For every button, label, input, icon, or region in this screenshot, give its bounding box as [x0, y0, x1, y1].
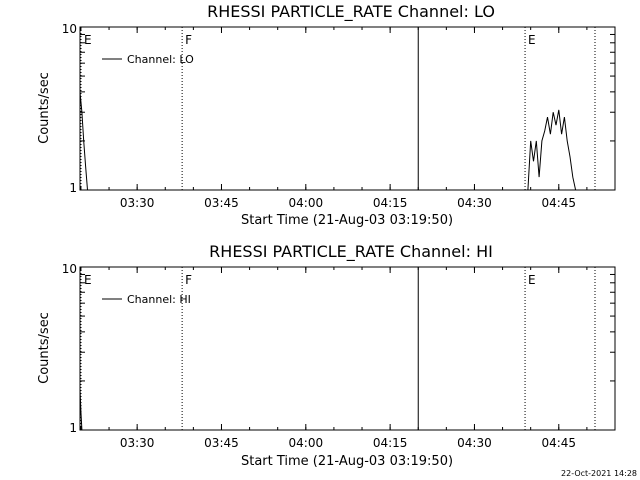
legend: Channel: HI [102, 293, 191, 306]
x-tick-label: 03:45 [204, 436, 239, 450]
chart-panel-lo: RHESSI PARTICLE_RATE Channel: LO 10 1 Co… [37, 2, 616, 228]
y-axis-label: Counts/sec [37, 72, 52, 144]
marker-label: E [84, 33, 92, 47]
x-tick-label: 03:30 [120, 196, 155, 210]
y-minor-tick-group [80, 273, 615, 382]
y-tick-label: 1 [69, 181, 77, 195]
y-axis-label: Counts/sec [37, 312, 52, 384]
y-tick-label: 10 [62, 22, 77, 36]
series-line [527, 109, 577, 191]
x-axis-label: Start Time (21-Aug-03 03:19:50) [241, 213, 453, 228]
x-tick-label: 03:30 [120, 436, 155, 450]
x-tick-label: 04:00 [289, 436, 324, 450]
marker-label: E [528, 33, 536, 47]
x-tick-label: 04:30 [457, 196, 492, 210]
x-tick-label: 04:30 [457, 436, 492, 450]
x-tick-label: 04:15 [373, 436, 408, 450]
x-tick-group: 03:30 03:45 04:00 04:15 04:30 04:45 [80, 27, 616, 210]
series-group [79, 388, 83, 431]
series-group [79, 91, 577, 191]
marker-label: E [528, 273, 536, 287]
chart-title: RHESSI PARTICLE_RATE Channel: HI [209, 242, 493, 262]
legend-entry: Channel: LO [127, 53, 194, 66]
footer-timestamp: 22-Oct-2021 14:28 [561, 469, 637, 478]
y-tick-label: 1 [69, 421, 77, 435]
x-tick-group: 03:30 03:45 04:00 04:15 04:30 04:45 [80, 267, 616, 450]
chart-panel-hi: RHESSI PARTICLE_RATE Channel: HI 10 1 Co… [37, 242, 616, 469]
x-tick-label: 04:00 [289, 196, 324, 210]
x-tick-label: 04:45 [541, 436, 576, 450]
series-line [79, 91, 88, 191]
plot-frame [79, 26, 616, 191]
legend: Channel: LO [102, 53, 194, 66]
x-tick-label: 04:15 [373, 196, 408, 210]
chart-title: RHESSI PARTICLE_RATE Channel: LO [207, 2, 495, 22]
y-minor-tick-group [80, 33, 615, 142]
series-line [79, 388, 83, 431]
legend-entry: Channel: HI [127, 293, 191, 306]
x-tick-label: 03:45 [204, 196, 239, 210]
x-axis-label: Start Time (21-Aug-03 03:19:50) [241, 454, 453, 469]
marker-label: E [84, 273, 92, 287]
marker-label: F [185, 273, 192, 287]
x-tick-label: 04:45 [541, 196, 576, 210]
plot-frame [79, 266, 616, 431]
marker-label: F [185, 33, 192, 47]
y-tick-label: 10 [62, 262, 77, 276]
